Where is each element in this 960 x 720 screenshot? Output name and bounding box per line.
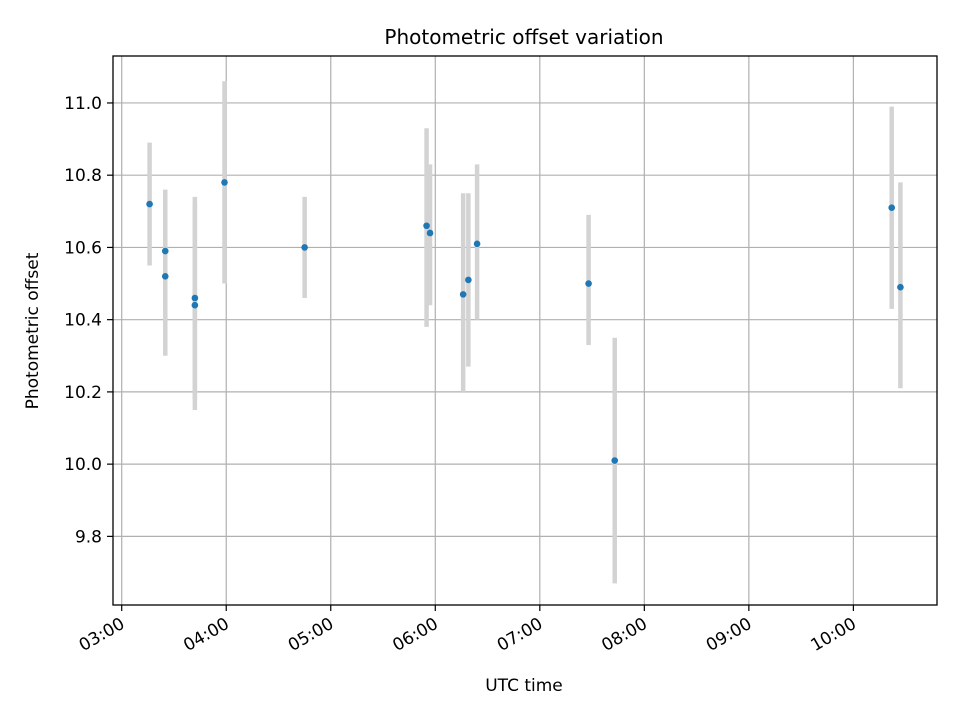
data-point bbox=[465, 276, 472, 284]
y-tick-label: 10.0 bbox=[64, 455, 102, 475]
data-point bbox=[191, 301, 199, 309]
data-point bbox=[146, 200, 153, 208]
data-point bbox=[888, 204, 896, 211]
y-tick-label: 11.0 bbox=[64, 94, 102, 114]
data-point bbox=[426, 229, 434, 237]
x-axis-title: UTC time bbox=[485, 676, 563, 696]
data-point bbox=[191, 294, 199, 302]
data-points bbox=[146, 179, 904, 464]
data-point bbox=[897, 283, 904, 291]
y-tick-label: 10.4 bbox=[64, 311, 102, 331]
y-tick-label: 10.8 bbox=[64, 166, 102, 186]
data-point bbox=[161, 273, 169, 280]
data-point bbox=[161, 247, 169, 255]
grid bbox=[113, 56, 937, 605]
y-tick-label: 10.6 bbox=[64, 238, 102, 258]
data-point bbox=[423, 222, 430, 230]
data-point bbox=[459, 291, 467, 298]
plot-frame bbox=[112, 55, 938, 606]
chart-title: Photometric offset variation bbox=[384, 25, 663, 49]
data-point bbox=[221, 179, 228, 186]
data-point bbox=[611, 457, 619, 464]
y-axis: 9.8 10.0 10.2 10.4 10.6 10.8 11.0 bbox=[64, 94, 113, 547]
data-point bbox=[473, 240, 481, 248]
y-tick-label: 9.8 bbox=[75, 527, 102, 547]
y-axis-title: Photometric offset bbox=[23, 252, 43, 409]
data-point bbox=[585, 280, 592, 287]
y-tick-label: 10.2 bbox=[64, 383, 102, 403]
data-point bbox=[301, 244, 308, 251]
